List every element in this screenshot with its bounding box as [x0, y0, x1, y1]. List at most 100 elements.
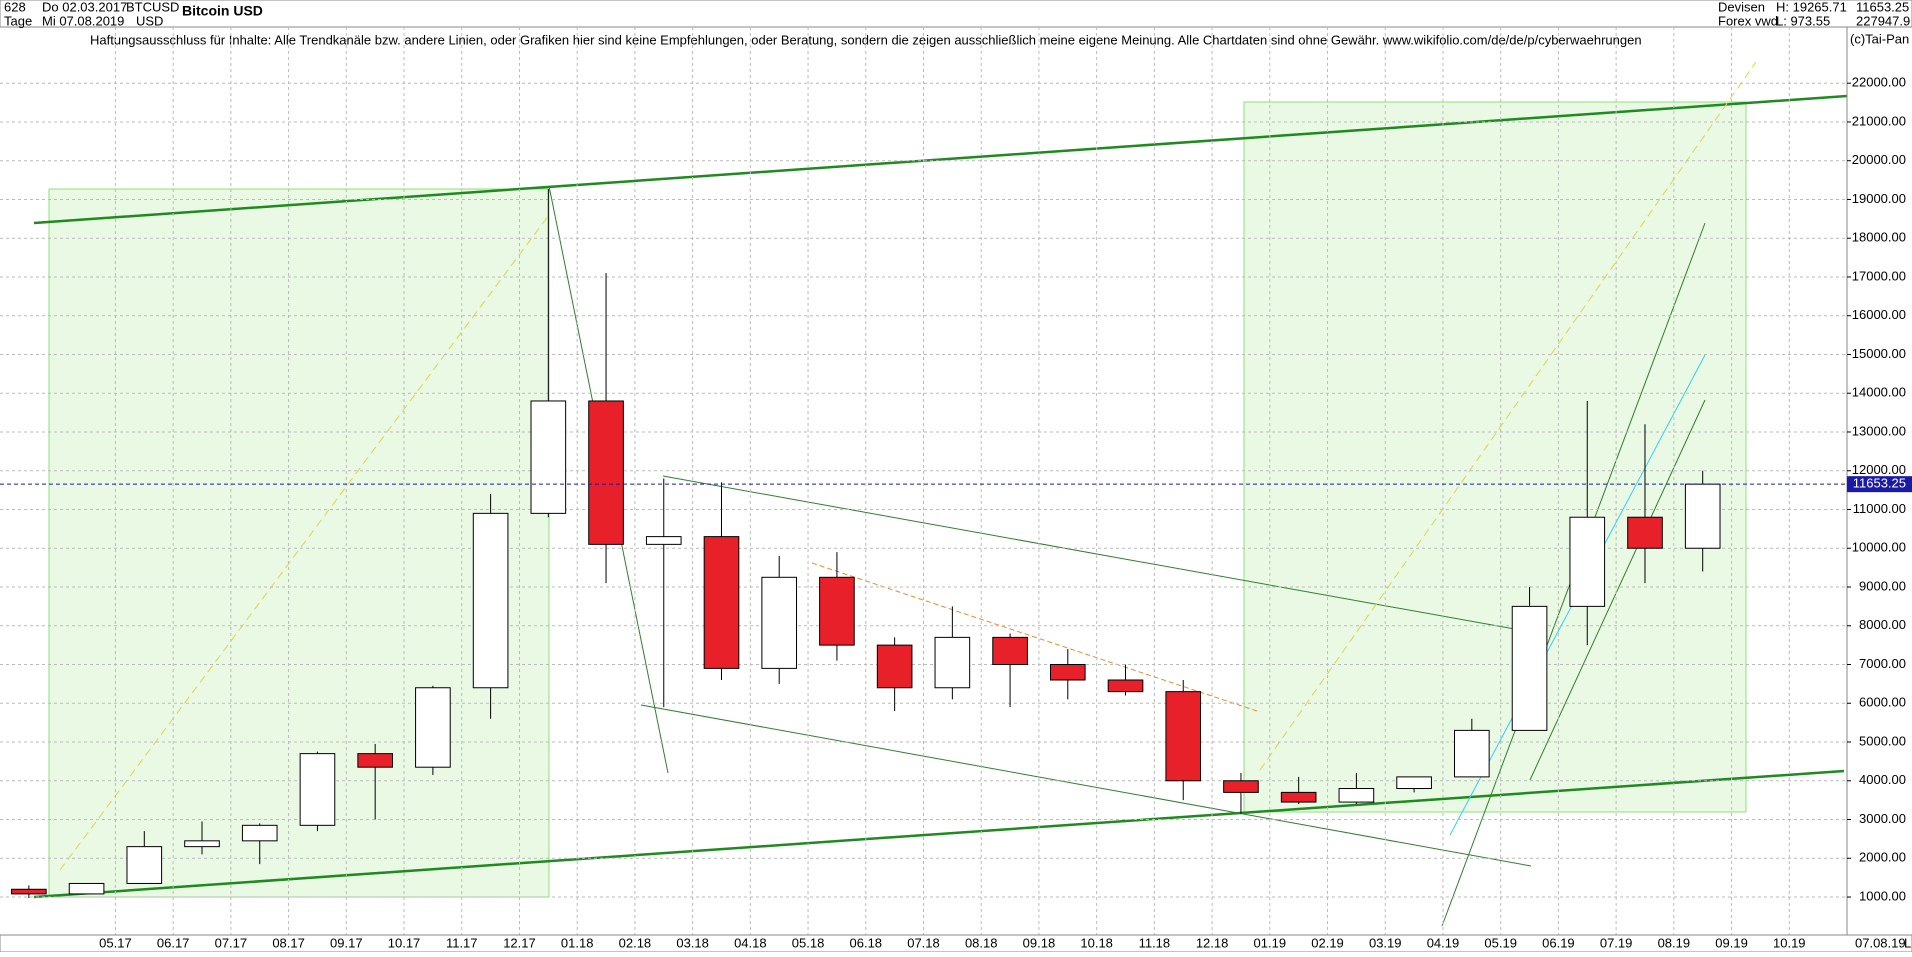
- candle-body: [703, 536, 740, 669]
- candle-body: [1049, 663, 1086, 681]
- x-tick-label: 11.17: [446, 935, 478, 950]
- candles: [11, 189, 1721, 899]
- x-tick-label: 11.18: [1139, 935, 1171, 950]
- candle-body: [415, 687, 451, 768]
- y-tick-label: 21000.00: [1852, 113, 1906, 128]
- chart-title: Bitcoin USD: [182, 3, 263, 19]
- candle-body: [472, 512, 509, 689]
- volume: 227947.9: [1856, 13, 1910, 28]
- y-tick-label: 18000.00: [1852, 230, 1906, 245]
- candle-body: [645, 536, 682, 545]
- scale-mode[interactable]: L: [1904, 935, 1911, 950]
- y-tick-label: 6000.00: [1859, 695, 1906, 710]
- copyright: (c)Tai-Pan: [1850, 31, 1909, 46]
- x-tick-label: 08.19: [1658, 935, 1691, 950]
- x-tick-label: 06.17: [157, 935, 190, 950]
- candle-body: [1627, 516, 1663, 549]
- y-tick-label: 9000.00: [1859, 578, 1906, 593]
- end-date: Mi 07.08.2019: [42, 13, 124, 28]
- trendline: [1259, 61, 1757, 771]
- x-tick-label: 06.19: [1542, 935, 1575, 950]
- currency: USD: [136, 13, 163, 28]
- candle-body: [68, 882, 105, 895]
- candle-body: [876, 644, 913, 689]
- x-tick-label: 10.19: [1773, 935, 1806, 950]
- header-price: 11653.25: [1856, 0, 1909, 14]
- x-tick-label: 09.17: [330, 935, 363, 950]
- last-price-box: [1847, 476, 1912, 493]
- y-tick-label: 19000.00: [1852, 191, 1906, 206]
- x-tick-label: 10.17: [388, 935, 421, 950]
- x-tick-label: 02.18: [619, 935, 652, 950]
- candle-body: [241, 824, 278, 842]
- candle-body: [184, 840, 220, 848]
- y-tick-label: 17000.00: [1852, 268, 1906, 283]
- y-tick-label: 5000.00: [1859, 733, 1906, 748]
- candle-body: [1511, 605, 1548, 731]
- end-label: 07.08.19: [1855, 935, 1906, 950]
- y-tick-label: 4000.00: [1859, 772, 1906, 787]
- candle-body: [1280, 791, 1317, 803]
- x-tick-label: 04.19: [1427, 935, 1460, 950]
- y-tick-label: 11000.00: [1853, 501, 1906, 516]
- trendline: [59, 214, 550, 871]
- y-tick-label: 10000.00: [1852, 540, 1906, 555]
- x-tick-label: 06.18: [850, 935, 883, 950]
- box: [1243, 101, 1747, 813]
- candle-body: [1338, 788, 1375, 803]
- x-tick-label: 03.18: [676, 935, 709, 950]
- candle-body: [934, 636, 971, 689]
- candle-body: [588, 400, 624, 545]
- x-tick-label: 02.19: [1311, 935, 1344, 950]
- candle-body: [1165, 691, 1202, 782]
- y-tick-label: 12000.00: [1852, 462, 1906, 477]
- candle-body: [1684, 483, 1721, 549]
- x-tick-label: 04.18: [734, 935, 767, 950]
- trendline: [33, 94, 1848, 225]
- trendline: [640, 704, 1532, 867]
- candle-body: [992, 636, 1028, 665]
- header-bar: [0, 0, 1912, 28]
- y-tick-label: 22000.00: [1852, 75, 1906, 90]
- x-tick-label: 07.19: [1600, 935, 1633, 950]
- candle-body: [299, 753, 336, 826]
- trendline: [811, 562, 1261, 713]
- candle-body: [1396, 776, 1432, 790]
- high-label: H: 19265.71: [1776, 0, 1847, 14]
- y-tick-label: 3000.00: [1859, 811, 1906, 826]
- x-tick-label: 07.18: [907, 935, 940, 950]
- last-price-label: 11653.25: [1853, 476, 1906, 491]
- x-tick-label: 08.18: [965, 935, 998, 950]
- box: [48, 188, 550, 898]
- candle-body: [530, 400, 567, 514]
- candle-body: [357, 753, 393, 768]
- timeframe[interactable]: Tage: [4, 13, 32, 28]
- candle-body: [1454, 729, 1490, 778]
- y-tick-label: 2000.00: [1859, 850, 1906, 865]
- x-tick-label: 05.19: [1484, 935, 1517, 950]
- y-tick-label: 15000.00: [1852, 346, 1906, 361]
- market: Devisen: [1718, 0, 1765, 14]
- x-tick-label: 08.17: [272, 935, 305, 950]
- y-tick-label: 1000.00: [1859, 888, 1906, 903]
- count[interactable]: 628: [4, 0, 26, 14]
- x-tick-label: 01.18: [561, 935, 594, 950]
- low-label: L: 973.55: [1776, 13, 1830, 28]
- candle-body: [1569, 516, 1606, 607]
- x-tick-label: 09.19: [1715, 935, 1748, 950]
- x-tick-label: 09.18: [1023, 935, 1056, 950]
- candle-body: [1223, 780, 1259, 793]
- source: Forex vwd: [1718, 13, 1778, 28]
- x-tick-label: 03.19: [1369, 935, 1402, 950]
- symbol: BTCUSD: [126, 0, 179, 14]
- x-tick-label: 12.18: [1196, 935, 1229, 950]
- y-tick-label: 20000.00: [1852, 152, 1906, 167]
- start-date: Do 02.03.2017: [42, 0, 127, 14]
- y-tick-label: 16000.00: [1852, 307, 1906, 322]
- x-tick-label: 01.19: [1254, 935, 1287, 950]
- candle-body: [761, 576, 798, 669]
- candle-body: [1107, 679, 1144, 693]
- candle-body: [819, 576, 855, 646]
- x-tick-label: 05.17: [99, 935, 132, 950]
